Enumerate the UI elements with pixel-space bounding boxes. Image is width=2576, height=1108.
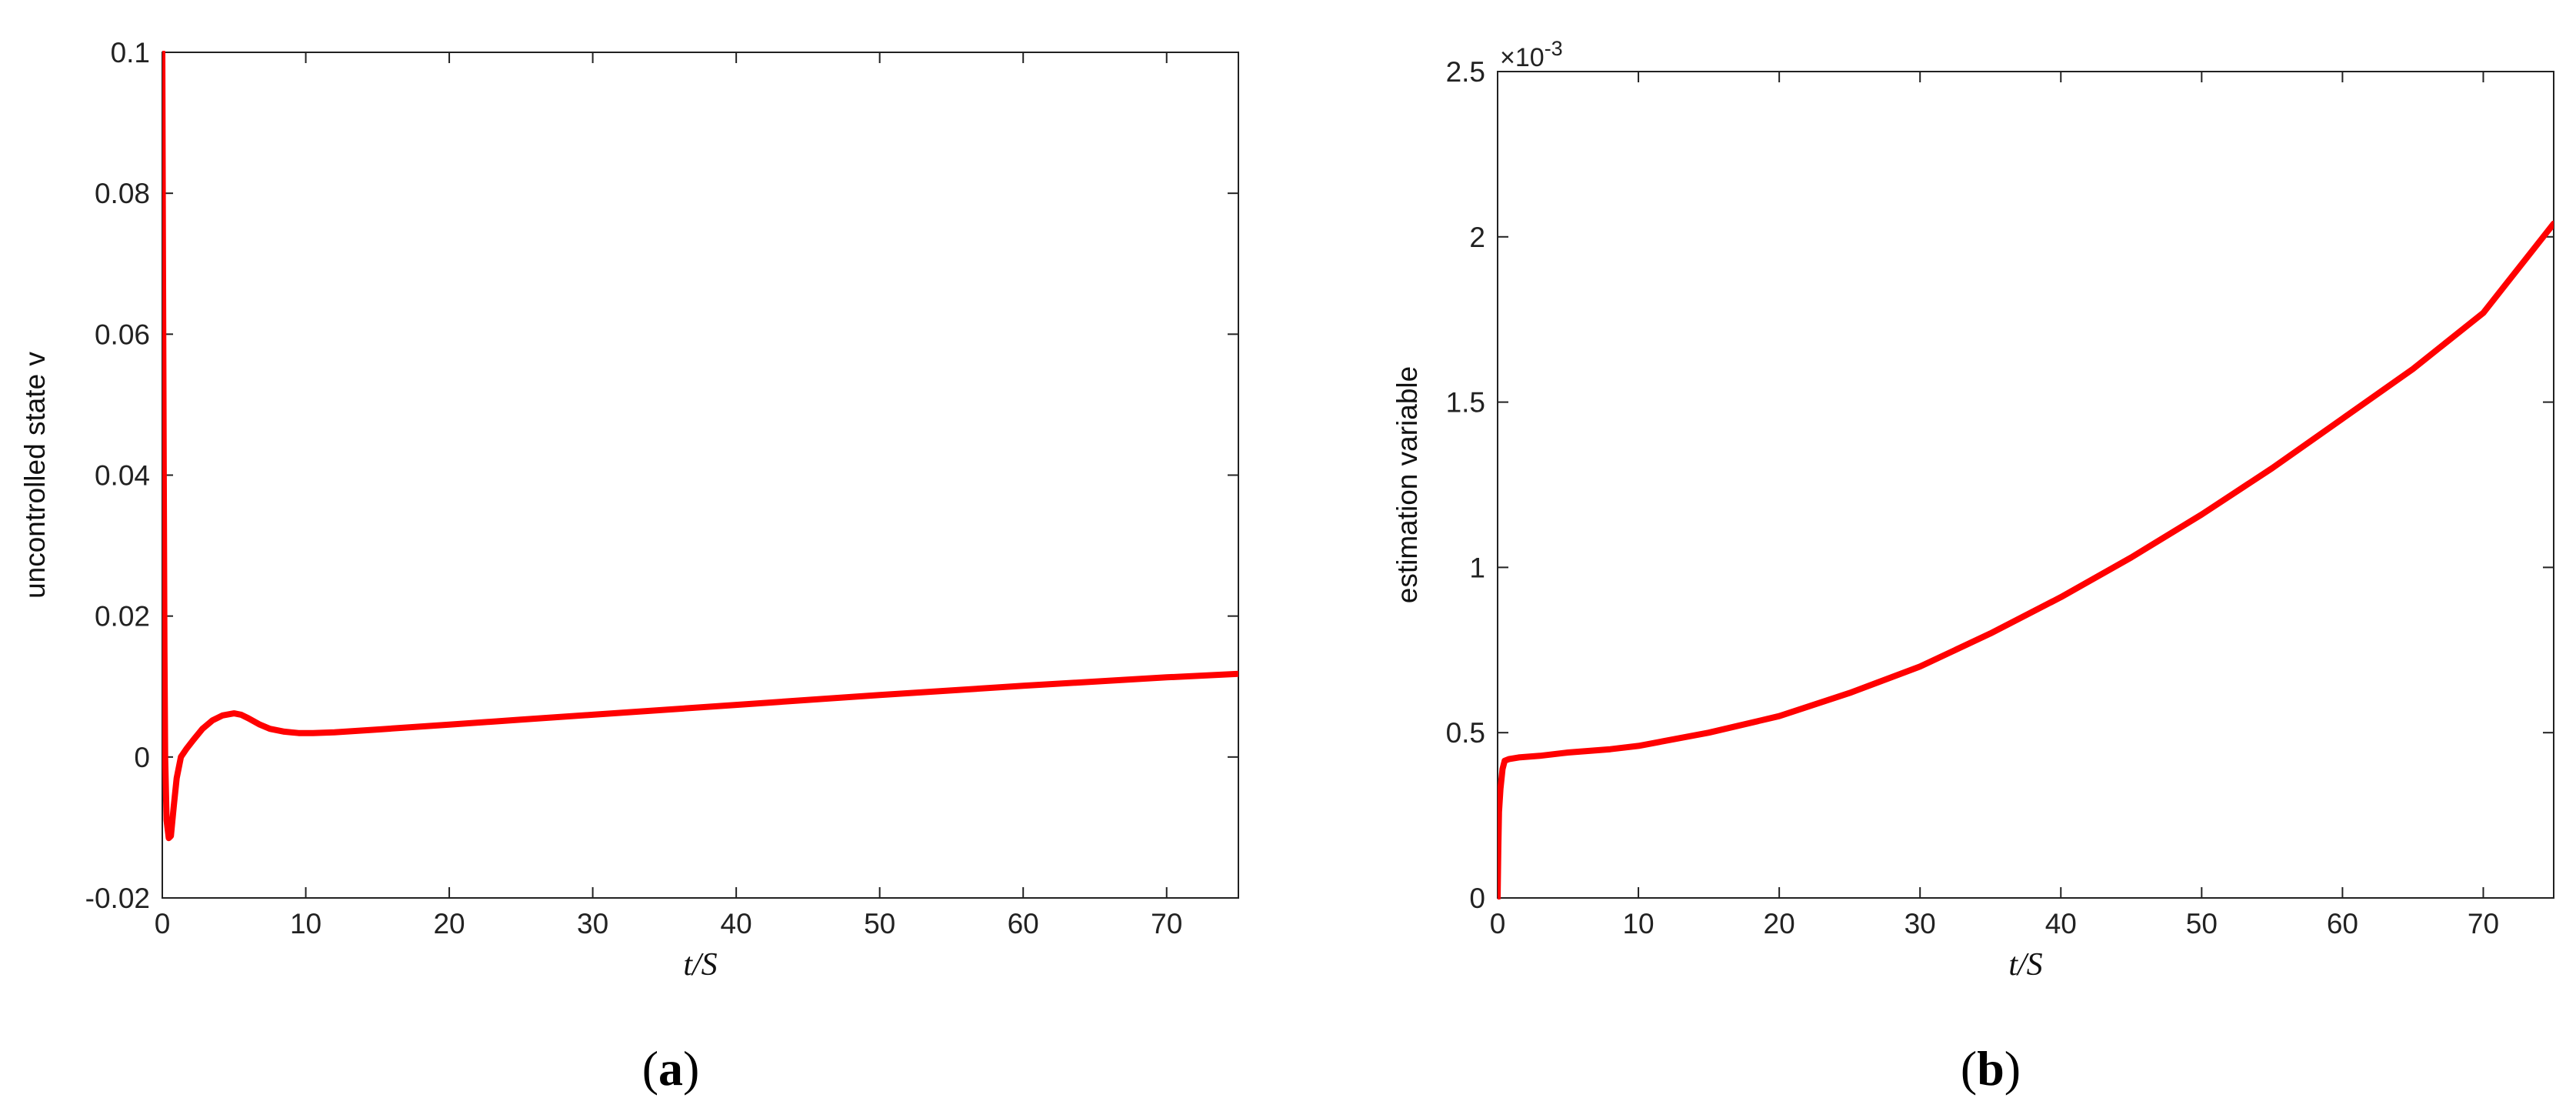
x-tick-label: 50 [864, 908, 895, 939]
panel-label-a: (a) [642, 1041, 700, 1096]
x-tick-label: 30 [577, 908, 608, 939]
plot-area-frame [1497, 71, 2554, 899]
y-tick-label: 2 [1469, 222, 1485, 253]
y-axis-exponent-label: ×10-3 [1500, 37, 1563, 72]
y-tick-label: 0 [134, 742, 150, 773]
y-tick-label: 0.02 [95, 601, 150, 632]
y-axis-label: uncontrolled state v [19, 352, 51, 599]
x-tick-label: 60 [1008, 908, 1039, 939]
x-tick-label: 50 [2186, 908, 2218, 939]
x-tick-label: 20 [1764, 908, 1795, 939]
y-tick-label: 1.5 [1446, 387, 1485, 419]
y-axis-label: estimation variable [1391, 366, 1423, 603]
chart-panel-a: 0 10 20 30 40 50 60 70-0.0200.020.040.060.080.1… [19, 37, 1239, 983]
y-tick-label: 0.1 [111, 37, 150, 68]
y-tick-label: 2.5 [1446, 56, 1485, 88]
exponent-power: -3 [1545, 37, 1563, 60]
y-tick-label: 0.04 [95, 460, 150, 492]
x-tick-label: 60 [2327, 908, 2358, 939]
y-tick-label: 0.5 [1446, 717, 1485, 749]
chart-panel-b: 0 10 20 30 40 50 60 70 0 0.5 1 1.5 2 2.5 t/S estimation… [1391, 56, 2554, 983]
x-tick-label: 40 [721, 908, 752, 939]
x-tick-label: 40 [2045, 908, 2077, 939]
x-tick-label: 20 [433, 908, 465, 939]
x-axis-label: t/S [2008, 947, 2042, 983]
series-line [1498, 220, 2554, 899]
y-tick-label: 1 [1469, 552, 1485, 583]
x-tick-label: 10 [1622, 908, 1654, 939]
panel-label-b: (b) [1961, 1041, 2021, 1096]
y-tick-label: 0.06 [95, 319, 150, 350]
y-tick-label: -0.02 [85, 883, 150, 914]
plot-area-frame [162, 52, 1239, 899]
x-tick-label: 0 [1490, 908, 1506, 939]
x-axis-label: t/S [683, 947, 717, 983]
x-tick-label: 10 [290, 908, 322, 939]
x-tick-label: 30 [1905, 908, 1936, 939]
x-tick-label: 0 [155, 908, 171, 939]
y-tick-label: 0.08 [95, 178, 150, 209]
x-tick-label: 70 [2468, 908, 2499, 939]
x-tick-label: 70 [1151, 908, 1182, 939]
exponent-base: ×10 [1500, 43, 1545, 72]
series-line [162, 51, 1238, 842]
y-tick-label: 0 [1469, 883, 1485, 914]
